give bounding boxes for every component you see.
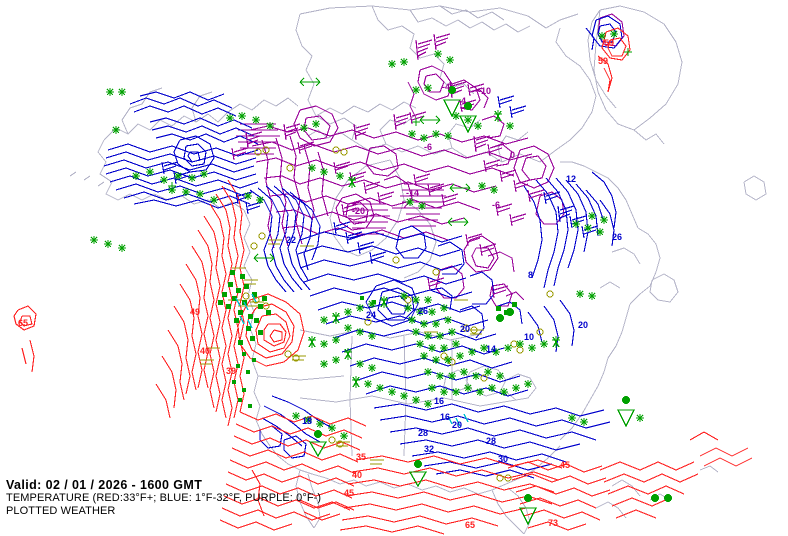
contour-label: 20: [460, 324, 470, 334]
contour-label: 65: [18, 318, 28, 328]
contour-label: 59: [598, 56, 608, 66]
contour-label: 28: [486, 436, 496, 446]
contour-label: 49: [190, 307, 200, 317]
contour-label: 16: [440, 412, 450, 422]
contour-label: 10: [524, 332, 534, 342]
contour-label: -4: [458, 96, 466, 106]
subzero-isotherm-layer: [236, 13, 625, 307]
contour-label: 8: [528, 270, 533, 280]
contour-label: -6: [492, 200, 500, 210]
contour-label: 45: [344, 488, 354, 498]
drizzle-symbol-icon: [235, 293, 469, 427]
contour-label: 73: [548, 518, 558, 528]
contour-label: 14: [486, 344, 496, 354]
contour-label: 35: [356, 452, 366, 462]
contour-label: 0: [510, 150, 515, 160]
contour-label: 65: [465, 520, 475, 530]
contour-label: -4: [442, 82, 450, 92]
fog-symbol-icon: [253, 77, 471, 263]
coastline-layer: [69, 5, 767, 535]
contour-label: 22: [286, 235, 296, 245]
contour-label: 30: [498, 454, 508, 464]
contour-label: 18: [302, 416, 312, 426]
contour-label: 28: [418, 428, 428, 438]
rain-shower-icon: [308, 86, 672, 526]
contour-label: 45: [560, 460, 570, 470]
contour-label: 20: [578, 320, 588, 330]
contour-label: 40: [352, 470, 362, 480]
wind-barb-layer: [231, 33, 545, 299]
contour-label: 40: [200, 346, 210, 356]
plotted-weather-layer: [90, 30, 672, 526]
contour-label: -20: [352, 206, 365, 216]
contour-label: -14: [406, 188, 419, 198]
contour-label: 20: [452, 420, 462, 430]
contour-label: 24: [366, 310, 376, 320]
contour-label: 32: [424, 444, 434, 454]
contour-label-layer: 65 49 40 39 35 40 45 45 65 73 59 59 22 24 26 20 14 10 8 12 2…: [18, 38, 622, 530]
contour-label: 26: [418, 306, 428, 316]
contour-label: 59: [604, 38, 614, 48]
snow-symbol-icon: [90, 30, 644, 440]
contour-label: 26: [612, 232, 622, 242]
contour-label: -6: [424, 142, 432, 152]
contour-label: 39: [226, 366, 236, 376]
station-circle-layer: [200, 146, 554, 482]
contour-label: -10: [478, 86, 491, 96]
contour-label: 16: [434, 396, 444, 406]
contour-label: 12: [566, 174, 576, 184]
